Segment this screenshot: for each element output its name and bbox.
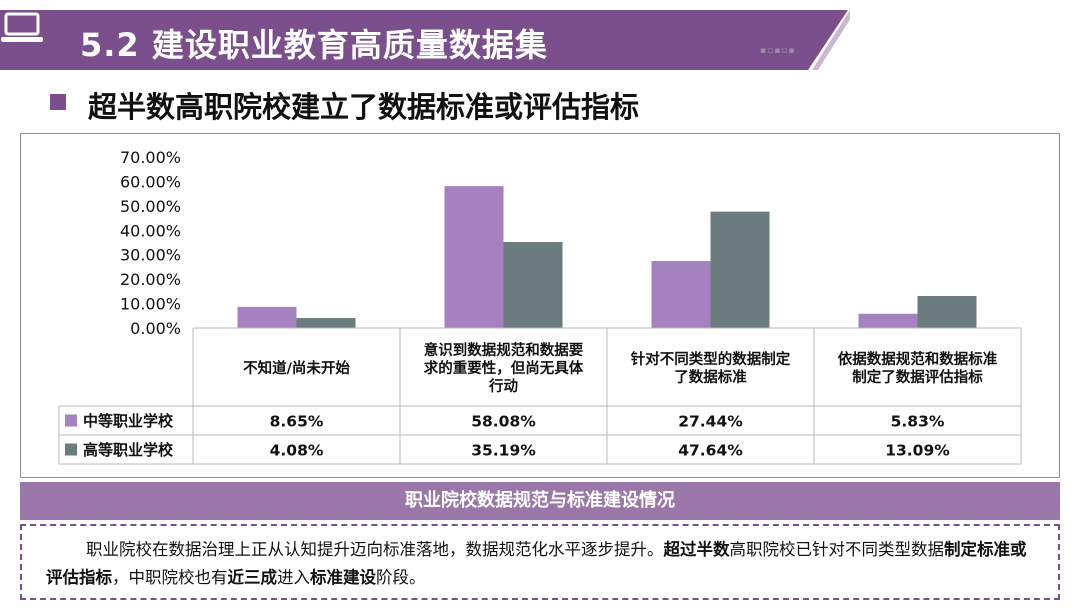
banner-shape (0, 10, 850, 70)
x-tick-label: 求的重要性，但尚无具体 (424, 359, 584, 377)
data-label: 4.08% (270, 442, 324, 460)
deco-mark: ▪▫▪▫▪ (760, 46, 796, 56)
summary-segment: ，中职院校也有 (112, 568, 228, 587)
summary-box: 职业院校在数据治理上正从认知提升迈向标准落地，数据规范化水平逐步提升。超过半数高… (20, 524, 1060, 600)
data-label: 5.83% (891, 413, 945, 431)
laptop-icon (1, 12, 43, 42)
summary-highlight: 制定标准或评估指标 (46, 540, 1027, 587)
x-tick-label: 意识到数据规范和数据要 (424, 341, 584, 359)
y-tick-label: 0.00% (130, 319, 181, 338)
summary-segment: 高职院校已针对不同类型数据 (729, 540, 945, 559)
y-tick-label: 30.00% (120, 246, 181, 265)
summary-segment: 阶段。 (376, 568, 426, 587)
y-tick-label: 70.00% (120, 148, 181, 167)
y-tick-label: 60.00% (120, 172, 181, 191)
legend-swatch (65, 414, 77, 427)
summary-segment: 职业院校在数据治理上正从认知提升迈向标准落地，数据规范化水平逐步提升。 (86, 540, 664, 559)
bar (296, 318, 356, 328)
x-tick-label: 制定了数据评估指标 (852, 368, 983, 386)
bar (237, 306, 297, 328)
summary-segment: 进入 (277, 568, 310, 587)
bar (710, 211, 770, 328)
x-tick-label: 不知道/尚未开始 (243, 359, 350, 377)
bar (917, 296, 977, 328)
summary-highlight: 超过半数 (663, 540, 730, 559)
data-label: 8.65% (270, 413, 324, 431)
summary-highlight: 近三成 (227, 568, 278, 587)
legend-label: 高等职业学校 (83, 441, 174, 459)
summary-text: 职业院校在数据治理上正从认知提升迈向标准落地，数据规范化水平逐步提升。超过半数高… (46, 540, 1027, 587)
bar (444, 186, 504, 328)
bar (503, 242, 563, 328)
x-tick-label: 行动 (488, 377, 518, 395)
data-label: 27.44% (678, 413, 743, 431)
x-tick-label: 依据数据规范和数据标准 (838, 350, 998, 368)
x-tick-label: 针对不同类型的数据制定 (631, 350, 791, 368)
legend-swatch (65, 443, 77, 456)
y-tick-label: 50.00% (120, 197, 181, 216)
subtitle-bullet-icon (50, 94, 66, 110)
data-label: 47.64% (678, 442, 743, 460)
x-tick-label: 了数据标准 (674, 368, 747, 386)
header-banner: 5.2 建设职业教育高质量数据集 (0, 10, 850, 70)
y-tick-label: 10.00% (120, 295, 181, 314)
data-label: 58.08% (471, 413, 536, 431)
page-title: 5.2 建设职业教育高质量数据集 (80, 26, 548, 64)
chart-frame: 0.00% 10.00% 20.00% 30.00% 40.00% 50.00% 60.00… (20, 133, 1060, 478)
legend-label: 中等职业学校 (83, 412, 174, 430)
chart-caption: 职业院校数据规范与标准建设情况 (20, 482, 1060, 520)
bar (858, 313, 918, 328)
y-tick-label: 20.00% (120, 270, 181, 289)
subtitle: 超半数高职院校建立了数据标准或评估指标 (88, 90, 640, 124)
summary-highlight: 标准建设 (310, 568, 376, 587)
bar-chart: 0.00% 10.00% 20.00% 30.00% 40.00% 50.00% 60.00… (58, 148, 1022, 465)
data-label: 35.19% (471, 442, 536, 460)
y-tick-label: 40.00% (120, 221, 181, 240)
data-label: 13.09% (885, 442, 950, 460)
bar (651, 260, 711, 328)
